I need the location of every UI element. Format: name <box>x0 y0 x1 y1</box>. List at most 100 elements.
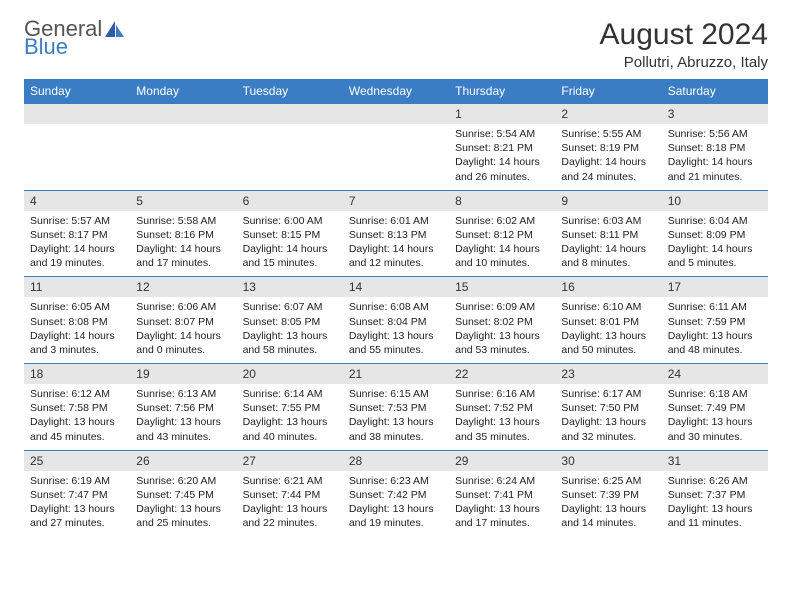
day-number: 21 <box>343 364 449 384</box>
day-details: Sunrise: 6:08 AMSunset: 8:04 PMDaylight:… <box>343 297 449 363</box>
calendar-day-cell: 10Sunrise: 6:04 AMSunset: 8:09 PMDayligh… <box>662 190 768 277</box>
month-title: August 2024 <box>600 18 768 52</box>
day-number: 16 <box>555 277 661 297</box>
sunrise-text: Sunrise: 5:58 AM <box>136 214 230 228</box>
sunrise-text: Sunrise: 6:14 AM <box>243 387 337 401</box>
sunset-text: Sunset: 8:15 PM <box>243 228 337 242</box>
day-number: 30 <box>555 451 661 471</box>
day-details: Sunrise: 6:09 AMSunset: 8:02 PMDaylight:… <box>449 297 555 363</box>
sunset-text: Sunset: 8:16 PM <box>136 228 230 242</box>
calendar-day-cell: 16Sunrise: 6:10 AMSunset: 8:01 PMDayligh… <box>555 277 661 364</box>
day-details: Sunrise: 5:57 AMSunset: 8:17 PMDaylight:… <box>24 211 130 277</box>
day-details: Sunrise: 6:23 AMSunset: 7:42 PMDaylight:… <box>343 471 449 537</box>
day-number: 18 <box>24 364 130 384</box>
calendar-day-cell: 22Sunrise: 6:16 AMSunset: 7:52 PMDayligh… <box>449 364 555 451</box>
day-number: 19 <box>130 364 236 384</box>
day-details: Sunrise: 6:16 AMSunset: 7:52 PMDaylight:… <box>449 384 555 450</box>
day-details: Sunrise: 6:24 AMSunset: 7:41 PMDaylight:… <box>449 471 555 537</box>
sunset-text: Sunset: 7:44 PM <box>243 488 337 502</box>
day-number: 1 <box>449 104 555 124</box>
sunset-text: Sunset: 8:18 PM <box>668 141 762 155</box>
calendar-day-cell: 2Sunrise: 5:55 AMSunset: 8:19 PMDaylight… <box>555 104 661 191</box>
day-details: Sunrise: 6:21 AMSunset: 7:44 PMDaylight:… <box>237 471 343 537</box>
calendar-day-cell: 23Sunrise: 6:17 AMSunset: 7:50 PMDayligh… <box>555 364 661 451</box>
day-number-empty <box>343 104 449 124</box>
calendar-day-cell: 24Sunrise: 6:18 AMSunset: 7:49 PMDayligh… <box>662 364 768 451</box>
day-number: 20 <box>237 364 343 384</box>
sunset-text: Sunset: 7:49 PM <box>668 401 762 415</box>
day-number: 3 <box>662 104 768 124</box>
day-number: 9 <box>555 191 661 211</box>
daylight-text: Daylight: 14 hours and 15 minutes. <box>243 242 337 270</box>
day-number: 11 <box>24 277 130 297</box>
daylight-text: Daylight: 13 hours and 30 minutes. <box>668 415 762 443</box>
day-details: Sunrise: 6:04 AMSunset: 8:09 PMDaylight:… <box>662 211 768 277</box>
sunset-text: Sunset: 8:17 PM <box>30 228 124 242</box>
daylight-text: Daylight: 13 hours and 19 minutes. <box>349 502 443 530</box>
calendar-day-cell: 17Sunrise: 6:11 AMSunset: 7:59 PMDayligh… <box>662 277 768 364</box>
calendar-day-cell: 11Sunrise: 6:05 AMSunset: 8:08 PMDayligh… <box>24 277 130 364</box>
sunrise-text: Sunrise: 6:09 AM <box>455 300 549 314</box>
sunset-text: Sunset: 8:21 PM <box>455 141 549 155</box>
calendar-day-cell: 19Sunrise: 6:13 AMSunset: 7:56 PMDayligh… <box>130 364 236 451</box>
calendar-day-cell: 28Sunrise: 6:23 AMSunset: 7:42 PMDayligh… <box>343 450 449 536</box>
weekday-header: Thursday <box>449 79 555 104</box>
calendar-week-row: 1 Sunrise: 5:54 AMSunset: 8:21 PM Daylight… <box>24 104 768 191</box>
sunrise-text: Sunrise: 6:06 AM <box>136 300 230 314</box>
sunset-text: Sunset: 7:59 PM <box>668 315 762 329</box>
sunrise-text: Sunrise: 6:11 AM <box>668 300 762 314</box>
header: GeneralBlue August 2024 Pollutri, Abruzz… <box>24 18 768 71</box>
day-number: 23 <box>555 364 661 384</box>
calendar-day-cell <box>237 104 343 191</box>
sunset-text: Sunset: 8:04 PM <box>349 315 443 329</box>
calendar-body: 1 Sunrise: 5:54 AMSunset: 8:21 PM Daylight… <box>24 104 768 537</box>
sunset-text: Sunset: 7:47 PM <box>30 488 124 502</box>
sunset-text: Sunset: 7:42 PM <box>349 488 443 502</box>
calendar-week-row: 4Sunrise: 5:57 AMSunset: 8:17 PMDaylight… <box>24 190 768 277</box>
title-block: August 2024 Pollutri, Abruzzo, Italy <box>600 18 768 71</box>
daylight-text: Daylight: 14 hours and 21 minutes. <box>668 155 762 183</box>
daylight-text: Daylight: 13 hours and 58 minutes. <box>243 329 337 357</box>
day-number: 25 <box>24 451 130 471</box>
calendar-day-cell: 8Sunrise: 6:02 AMSunset: 8:12 PMDaylight… <box>449 190 555 277</box>
daylight-text: Daylight: 14 hours and 3 minutes. <box>30 329 124 357</box>
day-details: Sunrise: 6:02 AMSunset: 8:12 PMDaylight:… <box>449 211 555 277</box>
daylight-text: Daylight: 14 hours and 10 minutes. <box>455 242 549 270</box>
day-details: Sunrise: 6:19 AMSunset: 7:47 PMDaylight:… <box>24 471 130 537</box>
day-details: Sunrise: 6:01 AMSunset: 8:13 PMDaylight:… <box>343 211 449 277</box>
day-details: Sunrise: 6:13 AMSunset: 7:56 PMDaylight:… <box>130 384 236 450</box>
daylight-text: Daylight: 14 hours and 0 minutes. <box>136 329 230 357</box>
weekday-header: Monday <box>130 79 236 104</box>
calendar-day-cell: 14Sunrise: 6:08 AMSunset: 8:04 PMDayligh… <box>343 277 449 364</box>
calendar-day-cell: 30Sunrise: 6:25 AMSunset: 7:39 PMDayligh… <box>555 450 661 536</box>
calendar-day-cell: 6Sunrise: 6:00 AMSunset: 8:15 PMDaylight… <box>237 190 343 277</box>
sunrise-text: Sunrise: 6:00 AM <box>243 214 337 228</box>
day-number: 4 <box>24 191 130 211</box>
sunset-text: Sunset: 8:11 PM <box>561 228 655 242</box>
sunset-text: Sunset: 7:37 PM <box>668 488 762 502</box>
calendar-day-cell: 25Sunrise: 6:19 AMSunset: 7:47 PMDayligh… <box>24 450 130 536</box>
weekday-header: Sunday <box>24 79 130 104</box>
sunset-text: Sunset: 8:19 PM <box>561 141 655 155</box>
sunrise-text: Sunrise: 6:08 AM <box>349 300 443 314</box>
daylight-text: Daylight: 13 hours and 32 minutes. <box>561 415 655 443</box>
sunrise-text: Sunrise: 6:20 AM <box>136 474 230 488</box>
day-number: 28 <box>343 451 449 471</box>
daylight-text: Daylight: 13 hours and 14 minutes. <box>561 502 655 530</box>
sunrise-text: Sunrise: 6:24 AM <box>455 474 549 488</box>
calendar-day-cell: 29Sunrise: 6:24 AMSunset: 7:41 PMDayligh… <box>449 450 555 536</box>
sunrise-text: Sunrise: 6:21 AM <box>243 474 337 488</box>
daylight-text: Daylight: 14 hours and 5 minutes. <box>668 242 762 270</box>
day-number: 10 <box>662 191 768 211</box>
day-details: Sunrise: 5:56 AMSunset: 8:18 PMDaylight:… <box>662 124 768 190</box>
daylight-text: Daylight: 13 hours and 50 minutes. <box>561 329 655 357</box>
day-details: Sunrise: 6:14 AMSunset: 7:55 PMDaylight:… <box>237 384 343 450</box>
calendar-day-cell: 18Sunrise: 6:12 AMSunset: 7:58 PMDayligh… <box>24 364 130 451</box>
day-number: 12 <box>130 277 236 297</box>
sunrise-text: Sunrise: 6:13 AM <box>136 387 230 401</box>
day-details: Sunrise: 6:12 AMSunset: 7:58 PMDaylight:… <box>24 384 130 450</box>
calendar-day-cell: 26Sunrise: 6:20 AMSunset: 7:45 PMDayligh… <box>130 450 236 536</box>
sunrise-text: Sunrise: 5:54 AM <box>455 127 549 141</box>
day-number-empty <box>237 104 343 124</box>
daylight-text: Daylight: 14 hours and 19 minutes. <box>30 242 124 270</box>
